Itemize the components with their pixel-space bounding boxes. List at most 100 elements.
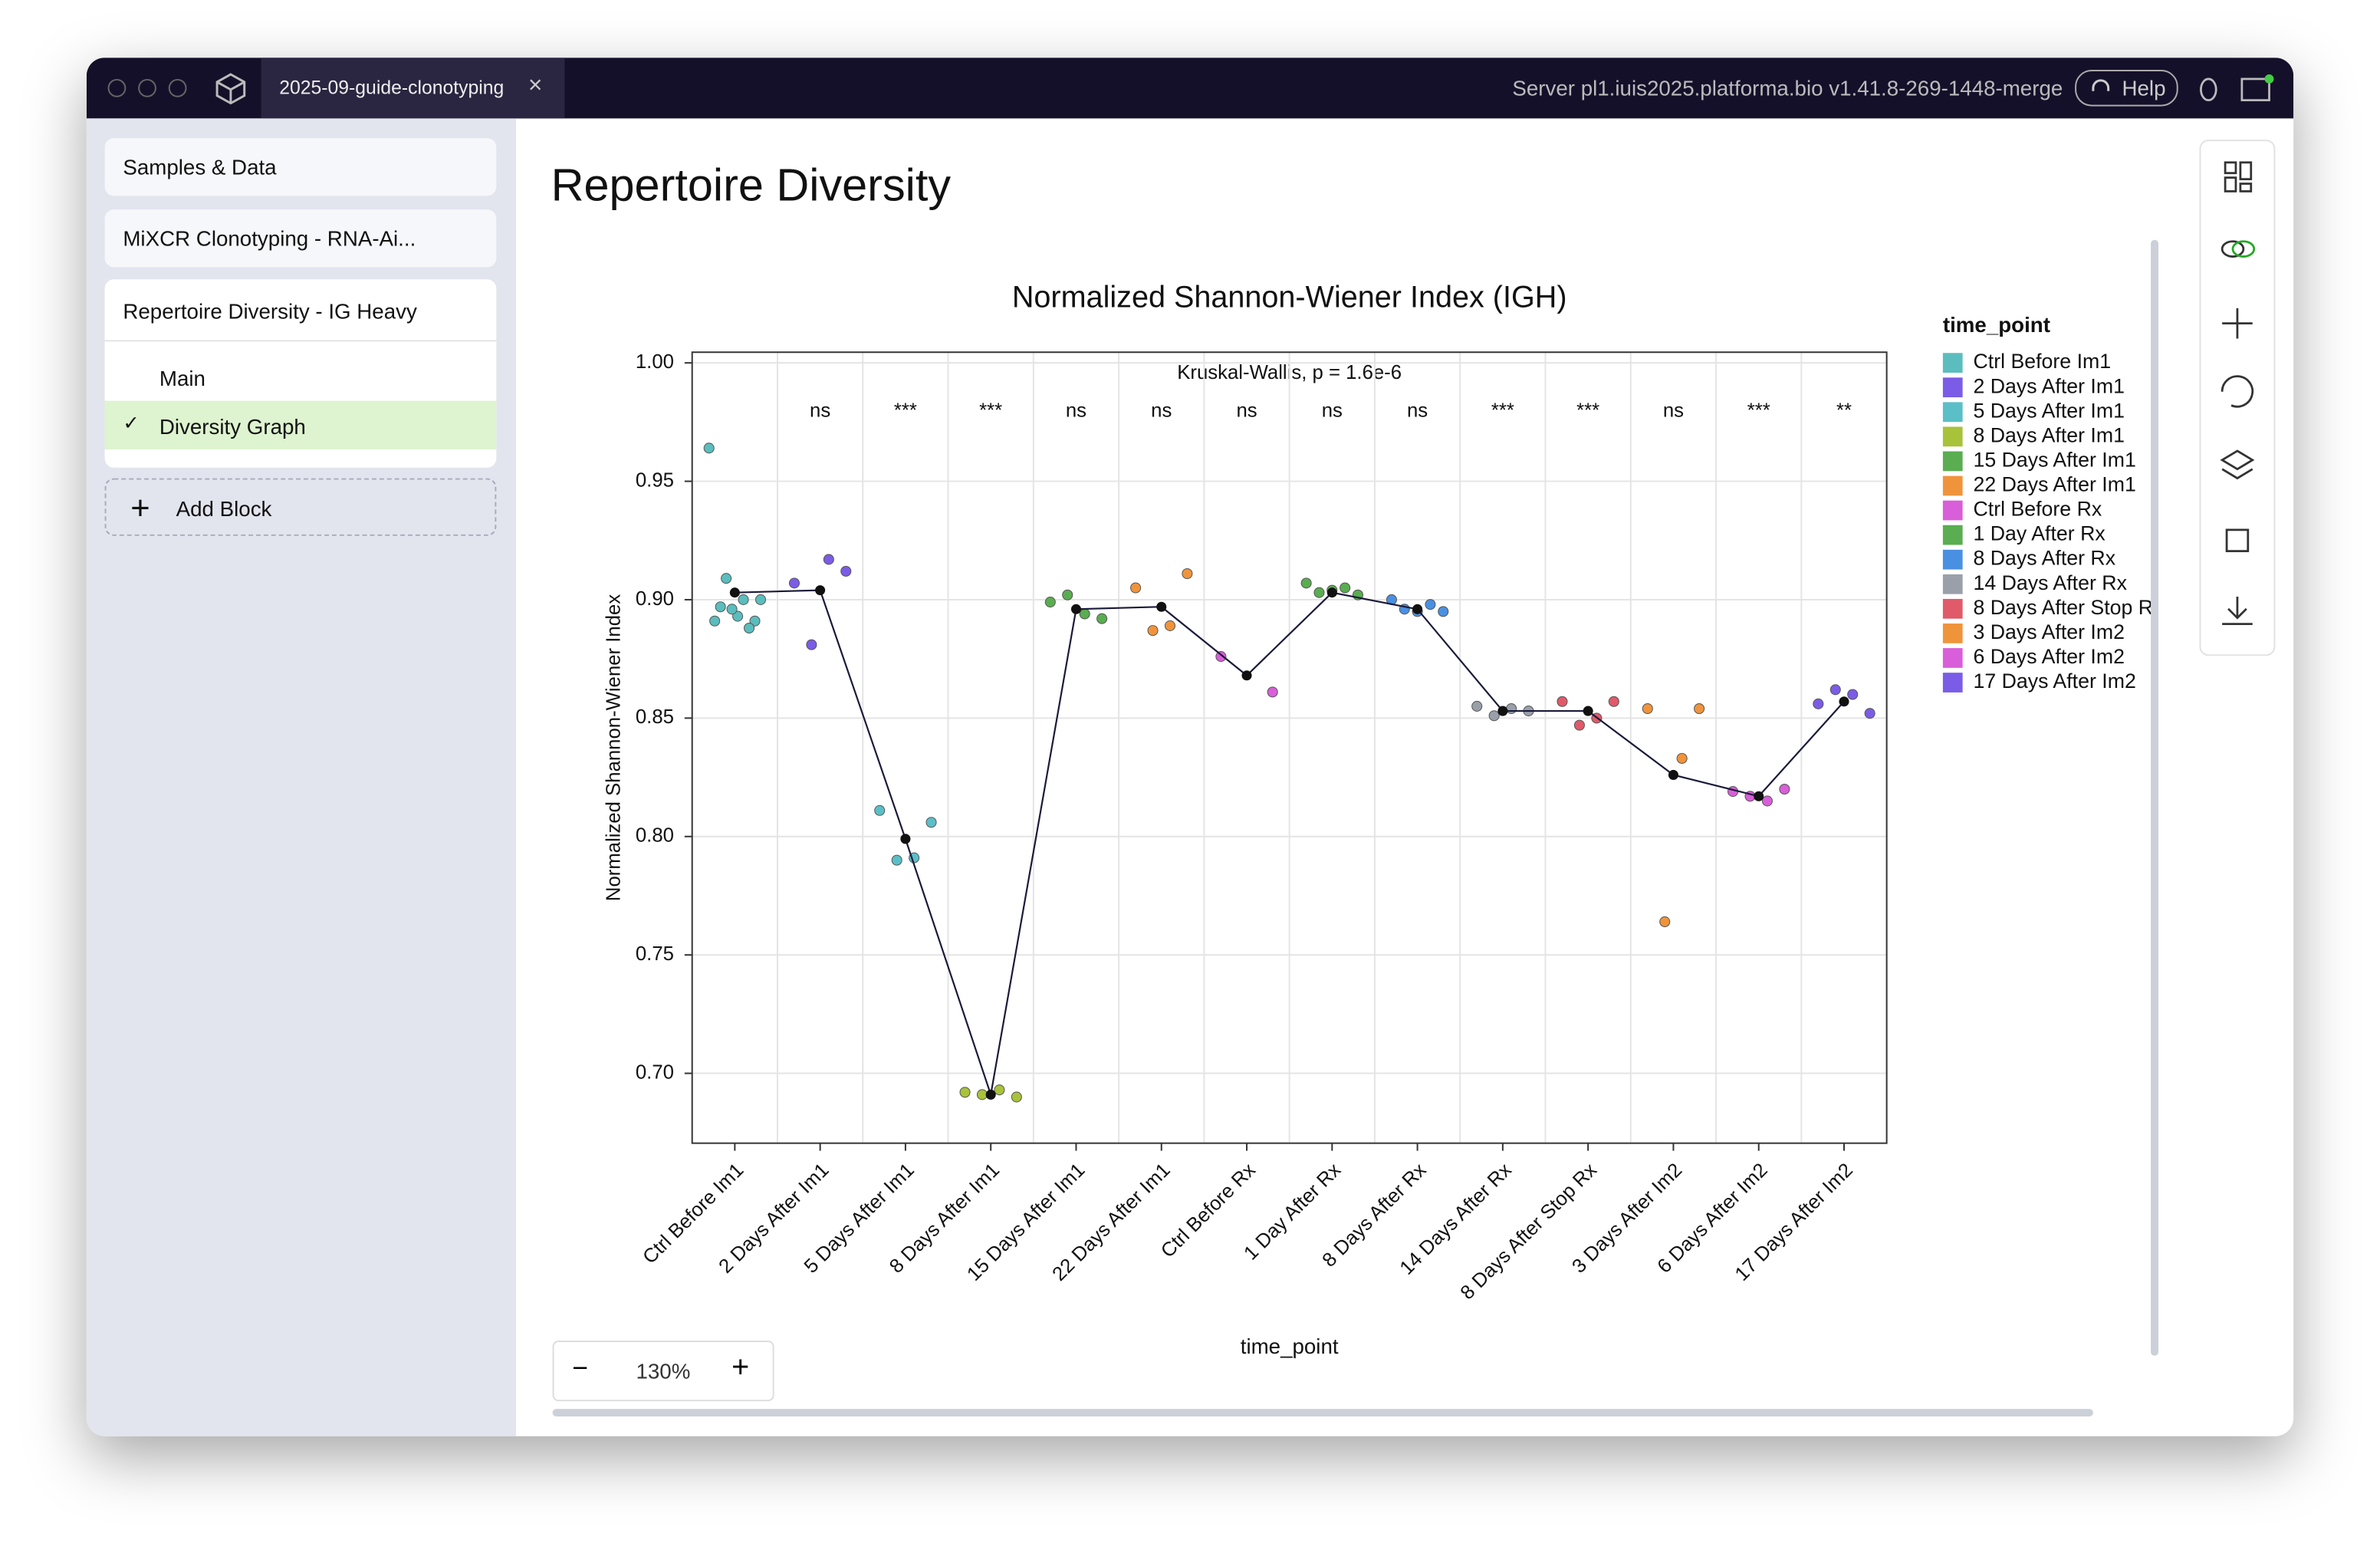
tab-close[interactable]: × <box>528 73 543 99</box>
data-point <box>1761 795 1773 807</box>
check: ✓ <box>123 411 140 435</box>
legend-swatch <box>1942 673 1963 693</box>
mean-point <box>815 585 826 596</box>
data-point <box>823 554 834 565</box>
h-scrollbar[interactable] <box>552 1409 2093 1416</box>
v-scrollbar[interactable] <box>2151 239 2158 1356</box>
mean-point <box>1497 706 1508 716</box>
add-block-label: Add Block <box>176 496 272 522</box>
chart-title: Normalized Shannon-Wiener Index (IGH) <box>1012 280 1567 314</box>
data-point <box>1267 686 1278 698</box>
legend-swatch <box>1942 549 1963 570</box>
plus: + <box>130 489 150 527</box>
significance-label: *** <box>1576 400 1599 421</box>
data-point <box>1659 916 1671 927</box>
window-controls[interactable] <box>102 76 193 100</box>
data-point <box>1164 620 1175 631</box>
legend-label: 1 Day After Rx <box>1973 522 2106 545</box>
significance-label: ** <box>1836 400 1852 421</box>
help-label: Help <box>2122 75 2166 100</box>
data-point <box>1779 783 1790 795</box>
mean-point <box>1241 670 1252 681</box>
mean-point <box>1839 696 1849 707</box>
legend-label: 2 Days After Im1 <box>1973 374 2125 397</box>
nav-subitem[interactable]: Main <box>159 366 205 390</box>
nav-subitem-active[interactable]: ✓ Diversity Graph <box>104 400 497 449</box>
legend-label: 6 Days After Im2 <box>1973 645 2125 668</box>
zoom-in[interactable]: + <box>731 1351 750 1385</box>
data-point <box>1215 651 1227 663</box>
data-point <box>1864 708 1875 719</box>
y-tick-label: 0.90 <box>636 588 674 610</box>
logo <box>215 73 246 105</box>
legend-swatch <box>1942 426 1963 447</box>
data-point <box>976 1089 988 1101</box>
tool-icons[interactable] <box>2194 73 2279 107</box>
significance-label: *** <box>979 400 1002 421</box>
legend-swatch <box>1942 500 1963 521</box>
data-point <box>1011 1091 1022 1103</box>
significance-label: *** <box>894 400 917 421</box>
legend-label: Ctrl Before Im1 <box>1973 350 2111 373</box>
data-point <box>709 615 721 627</box>
mean-point <box>729 587 740 598</box>
significance-label: ns <box>810 400 830 421</box>
data-point <box>1488 710 1500 722</box>
data-point <box>1557 696 1568 707</box>
sidebar: Samples & Data MiXCR Clonotyping - RNA-A… <box>86 118 517 1436</box>
legend-label: 8 Days After Rx <box>1973 547 2115 570</box>
data-point <box>738 594 749 605</box>
data-point <box>1130 582 1142 594</box>
y-tick-label: 0.75 <box>636 943 674 965</box>
significance-label: ns <box>1663 400 1684 421</box>
data-point <box>732 610 744 622</box>
tab[interactable]: 2025-09-guide-clonotyping × <box>261 58 565 119</box>
add-block[interactable]: Add Block + <box>104 478 497 536</box>
data-point <box>1340 582 1351 594</box>
data-point <box>806 639 817 650</box>
nav-item[interactable]: Repertoire Diversity - IG Heavy <box>123 298 417 324</box>
data-point <box>1573 719 1585 731</box>
legend-swatch <box>1942 525 1963 545</box>
legend-swatch <box>1942 475 1963 496</box>
y-tick-label: 0.80 <box>636 825 674 847</box>
data-point <box>874 804 886 816</box>
data-point <box>1506 702 1517 715</box>
data-point <box>1044 597 1056 608</box>
data-point <box>1829 684 1841 696</box>
significance-label: ns <box>1236 400 1257 421</box>
legend-label: 3 Days After Im2 <box>1973 620 2125 643</box>
help-button[interactable]: Help <box>2075 70 2178 107</box>
data-point <box>925 817 937 828</box>
tab-label: 2025-09-guide-clonotyping <box>279 77 505 99</box>
y-tick-label: 0.95 <box>636 469 674 491</box>
data-point <box>1694 702 1705 715</box>
nav-item[interactable]: Samples & Data <box>104 138 497 196</box>
significance-label: ns <box>1151 400 1172 421</box>
legend-label: 22 Days After Im1 <box>1973 473 2135 496</box>
significance-label: *** <box>1747 400 1770 421</box>
zoom-control: − 130% + <box>552 1340 774 1402</box>
mean-point <box>1412 604 1423 614</box>
toolbar-icons[interactable] <box>2201 141 2273 654</box>
data-point <box>1313 587 1325 598</box>
legend-label: 5 Days After Im1 <box>1973 399 2125 422</box>
data-point <box>726 604 738 615</box>
legend-swatch <box>1942 648 1963 668</box>
significance-label: *** <box>1491 400 1514 421</box>
data-point <box>1642 702 1653 715</box>
x-axis-label: time_point <box>1241 1334 1339 1358</box>
zoom-out[interactable]: − <box>572 1352 589 1384</box>
legend-swatch <box>1942 377 1963 398</box>
mean-point <box>985 1089 996 1100</box>
nav-item[interactable]: MiXCR Clonotyping - RNA-Ai... <box>104 209 497 268</box>
y-tick-label: 0.70 <box>636 1061 674 1083</box>
data-point <box>1847 689 1859 700</box>
legend-label: Ctrl Before Rx <box>1973 498 2102 521</box>
data-point <box>749 615 761 627</box>
legend-swatch <box>1942 574 1963 594</box>
y-axis-label: Normalized Shannon-Wiener Index <box>603 594 625 901</box>
mean-point <box>1668 769 1678 780</box>
y-tick-label: 1.00 <box>636 351 674 373</box>
